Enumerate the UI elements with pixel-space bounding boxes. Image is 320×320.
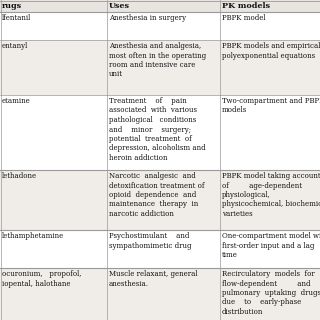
- Text: lethadone: lethadone: [2, 172, 37, 180]
- Text: Treatment    of    pain
associated  with  various
pathological   conditions
and : Treatment of pain associated with variou…: [109, 97, 206, 162]
- Bar: [0, 268, 320, 320]
- Text: One-compartment model with
first-order input and a lag
time: One-compartment model with first-order i…: [222, 232, 320, 259]
- Text: PK models: PK models: [222, 2, 270, 10]
- Text: Anesthesia in surgery: Anesthesia in surgery: [109, 14, 186, 22]
- Bar: [0, 170, 320, 230]
- Text: PBPK models and empirical
polyexponential equations: PBPK models and empirical polyexponentia…: [222, 42, 320, 60]
- Text: PBPK model taking account
of         age-dependent
physiological,
physicochemica: PBPK model taking account of age-depende…: [222, 172, 320, 218]
- Text: PBPK model: PBPK model: [222, 14, 266, 22]
- Text: rugs: rugs: [2, 2, 22, 10]
- Text: Anesthesia and analgesia,
most often in the operating
room and intensive care
un: Anesthesia and analgesia, most often in …: [109, 42, 206, 78]
- Bar: [0, 95, 320, 170]
- Text: lethamphetamine: lethamphetamine: [2, 232, 64, 240]
- Text: etamine: etamine: [2, 97, 31, 105]
- Text: entanyl: entanyl: [2, 42, 28, 50]
- Text: Two-compartment and PBPK
models: Two-compartment and PBPK models: [222, 97, 320, 115]
- Bar: [0, 12, 320, 40]
- Bar: [0, 230, 320, 268]
- Text: Psychostimulant    and
sympathomimetic drug: Psychostimulant and sympathomimetic drug: [109, 232, 191, 250]
- Text: Uses: Uses: [109, 2, 130, 10]
- Text: Muscle relaxant, general
anesthesia.: Muscle relaxant, general anesthesia.: [109, 270, 197, 287]
- Text: Narcotic  analgesic  and
detoxification treatment of
opioid  dependence  and
mai: Narcotic analgesic and detoxification tr…: [109, 172, 204, 218]
- Text: lfentanil: lfentanil: [2, 14, 31, 22]
- Bar: [0, 40, 320, 95]
- Text: Recirculatory  models  for
flow-dependent         and
pulmonary  uptaking  drugs: Recirculatory models for flow-dependent …: [222, 270, 320, 316]
- Bar: [0, 0, 320, 12]
- Text: ocuronium,   propofol,
iopental, halothane: ocuronium, propofol, iopental, halothane: [2, 270, 82, 287]
